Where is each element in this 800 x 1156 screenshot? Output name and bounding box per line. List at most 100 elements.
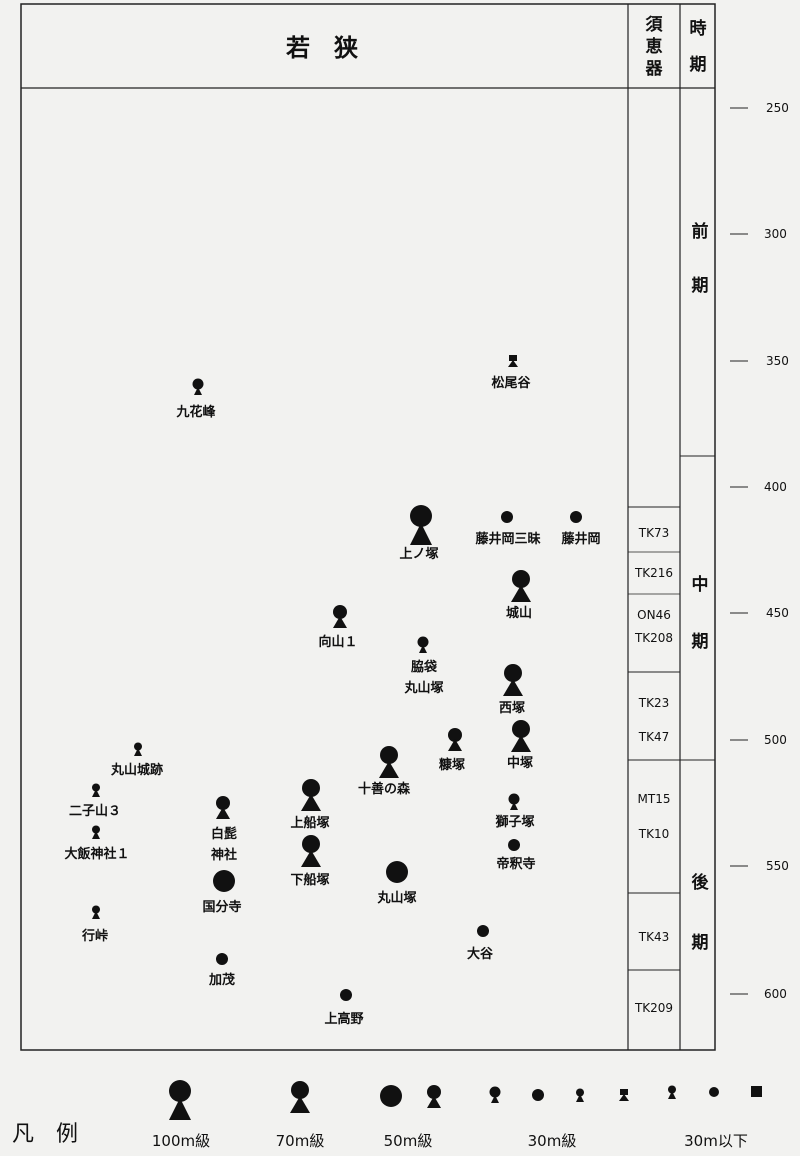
year-label: 500	[764, 733, 787, 747]
site-label: 中塚	[507, 755, 533, 771]
site-taishakuji: 帝釈寺	[496, 839, 536, 872]
region-title: 若 狭	[285, 34, 358, 62]
period-late-char-1: 後	[692, 872, 710, 893]
round-tomb-icon	[213, 870, 235, 892]
round-tomb-icon	[216, 953, 228, 965]
round-tomb-icon	[501, 511, 513, 523]
sueki-head-char-2: 恵	[646, 36, 663, 57]
keyhole-tomb-icon	[379, 746, 399, 778]
site-fujiioka: 藤井岡	[561, 511, 601, 547]
site-label: 上船塚	[290, 815, 329, 831]
legend-keyhole-50-icon	[427, 1085, 441, 1108]
period-early-char-1: 前	[692, 221, 709, 242]
legend-label-50m: 50m級	[384, 1132, 433, 1150]
site-label: 獅子塚	[494, 814, 534, 830]
keyhole-tomb-icon	[134, 742, 142, 756]
site-shiroyama: 城山	[506, 570, 532, 621]
legend-label-70m: 70m級	[276, 1132, 325, 1150]
site-kamo: 加茂	[208, 953, 235, 988]
site-label: 国分寺	[202, 899, 241, 915]
period-labels: 前 期 中 期 後 期	[692, 221, 710, 953]
site-label: 西塚	[499, 701, 525, 716]
year-label: 550	[766, 859, 789, 873]
period-middle-char-2: 期	[692, 632, 709, 652]
legend: 凡 例 100m級 70m級 50m級 30m級 30m以下	[12, 1080, 762, 1150]
year-label: 400	[764, 480, 787, 494]
site-kokubunji: 国分寺	[202, 870, 242, 915]
legend-label-30m: 30m級	[528, 1132, 577, 1150]
keyhole-tomb-icon	[92, 825, 100, 839]
site-oi-jinja-1: 大飯神社１	[64, 825, 130, 862]
keyhole-tomb-icon	[503, 664, 523, 696]
site-matsuodani: 松尾谷	[491, 355, 531, 391]
site-label: 行峠	[81, 928, 108, 944]
keyhole-tomb-icon	[92, 905, 100, 919]
site-label: 向山１	[318, 634, 357, 650]
legend-label-under-30m: 30m以下	[684, 1132, 748, 1150]
legend-keyhole-70-icon	[290, 1081, 310, 1113]
legend-keyhole-100-icon	[169, 1080, 191, 1120]
site-label: 松尾谷	[491, 375, 531, 391]
sueki-type: MT15	[638, 792, 671, 806]
site-mukaiyama-1: 向山１	[318, 605, 358, 650]
keyhole-tomb-icon	[511, 570, 531, 602]
site-label: 二子山３	[69, 803, 121, 819]
keyhole-tomb-icon	[508, 793, 520, 810]
year-label: 350	[766, 354, 789, 368]
period-early-char-2: 期	[692, 276, 709, 296]
site-label-line2: 神社	[211, 847, 237, 863]
round-tomb-icon	[340, 989, 352, 1001]
site-label: 大飯神社１	[64, 846, 129, 862]
site-maruyama-shiroato: 丸山城跡	[110, 742, 163, 778]
site-nakazuka: 中塚	[507, 720, 533, 771]
legend-square-under-icon	[751, 1086, 762, 1097]
square-tomb-icon	[508, 355, 518, 367]
burial-mounds: 九花峰 松尾谷 上ノ塚 藤井岡三昧 藤井岡 城山 向山１ 脇袋 丸	[64, 355, 601, 1027]
site-yukitoge: 行峠	[81, 905, 108, 944]
legend-circle-50-icon	[380, 1085, 402, 1107]
legend-circle-under-icon	[709, 1087, 719, 1097]
site-fujiioka-zanmai: 藤井岡三昧	[475, 511, 541, 547]
keyhole-tomb-icon	[301, 835, 321, 867]
keyhole-tomb-icon	[192, 378, 204, 395]
keyhole-tomb-icon	[448, 728, 462, 751]
site-shirahige-jinja: 白髭 神社	[211, 796, 237, 863]
site-label: 九花峰	[175, 404, 216, 420]
site-label: 丸山城跡	[110, 762, 163, 778]
period-head-char-1: 時	[690, 18, 707, 39]
site-nukazuka: 糠塚	[438, 728, 465, 773]
period-column-header: 時 期	[690, 18, 707, 75]
round-tomb-icon	[386, 861, 408, 883]
chart-frame	[20, 3, 716, 1051]
site-label: 藤井岡	[561, 531, 600, 547]
site-label: 丸山塚	[376, 890, 416, 906]
period-head-char-2: 期	[690, 55, 707, 75]
period-middle-char-1: 中	[692, 574, 709, 595]
site-wakibukuro-maruyamazuka: 脇袋 丸山塚	[403, 636, 444, 696]
site-kamitakano: 上高野	[324, 989, 364, 1027]
keyhole-tomb-icon	[410, 505, 432, 545]
site-label: 白髭	[211, 826, 237, 842]
sueki-type: TK47	[638, 730, 669, 744]
site-label: 藤井岡三昧	[475, 531, 541, 547]
site-label: 脇袋	[411, 659, 438, 675]
year-scale: 250 300 350 400 450 500 550 600	[730, 101, 789, 1001]
site-maruyamazuka: 丸山塚	[376, 861, 417, 906]
legend-keyhole-under-icon	[668, 1085, 676, 1099]
year-label: 450	[766, 606, 789, 620]
period-late-char-2: 期	[692, 933, 709, 953]
site-kaminozuka: 上ノ塚	[399, 505, 439, 562]
year-label: 250	[766, 101, 789, 115]
keyhole-tomb-icon	[301, 779, 321, 811]
site-kukahou: 九花峰	[175, 378, 216, 420]
year-label: 600	[764, 987, 787, 1001]
site-label: 下船塚	[290, 872, 329, 888]
keyhole-tomb-icon	[333, 605, 347, 628]
round-tomb-icon	[570, 511, 582, 523]
site-futagoyama-3: 二子山３	[69, 783, 121, 819]
site-label: 大谷	[467, 946, 494, 962]
legend-label-100m: 100m級	[152, 1132, 210, 1150]
sueki-type: TK209	[634, 1001, 673, 1015]
site-label: 糠塚	[438, 757, 465, 773]
